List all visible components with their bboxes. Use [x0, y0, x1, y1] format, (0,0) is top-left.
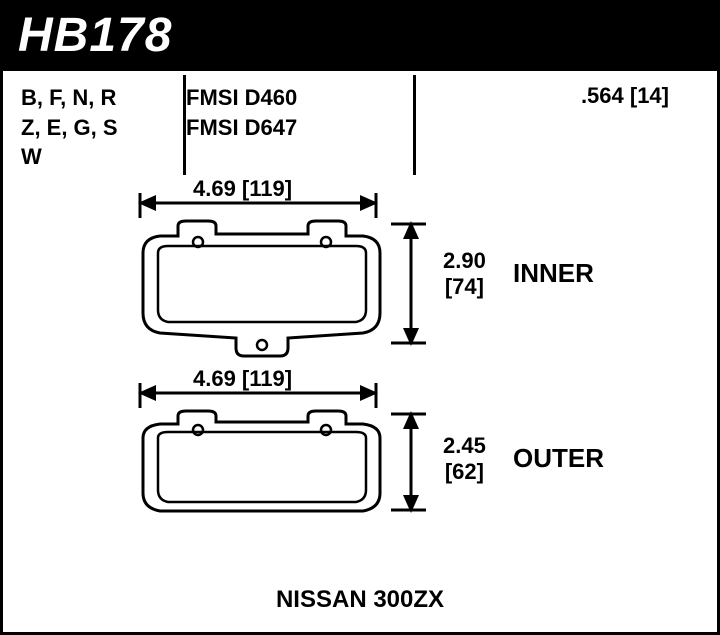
inner-height-line2: [74]	[445, 274, 484, 299]
column-divider	[183, 75, 186, 175]
outer-height-line1: 2.45	[443, 433, 486, 458]
column-divider	[413, 75, 416, 175]
inner-height-line1: 2.90	[443, 248, 486, 273]
diagram-area: 4.69 [119] 2.90 [74] INNER	[3, 178, 717, 578]
vehicle-label: NISSAN 300ZX	[3, 586, 717, 614]
spec-row: B, F, N, R Z, E, G, S W FMSI D460 FMSI D…	[3, 71, 717, 178]
thickness-spec: .564 [14]	[416, 83, 699, 172]
outer-height-label: 2.45 [62]	[443, 433, 486, 486]
outer-label: OUTER	[513, 443, 604, 474]
inner-pad-shape	[138, 218, 388, 363]
inner-height-label: 2.90 [74]	[443, 248, 486, 301]
fmsi-codes: FMSI D460 FMSI D647	[186, 83, 416, 172]
outer-height-line2: [62]	[445, 459, 484, 484]
outer-pad-shape	[138, 408, 388, 533]
part-number-header: HB178	[0, 0, 720, 71]
outer-width-label: 4.69 [119]	[193, 366, 292, 392]
outer-height-dimension	[391, 406, 441, 521]
spec-panel: B, F, N, R Z, E, G, S W FMSI D460 FMSI D…	[0, 71, 720, 635]
inner-label: INNER	[513, 258, 594, 289]
inner-height-dimension	[391, 216, 441, 356]
inner-width-label: 4.69 [119]	[193, 176, 292, 202]
compound-codes: B, F, N, R Z, E, G, S W	[21, 83, 186, 172]
